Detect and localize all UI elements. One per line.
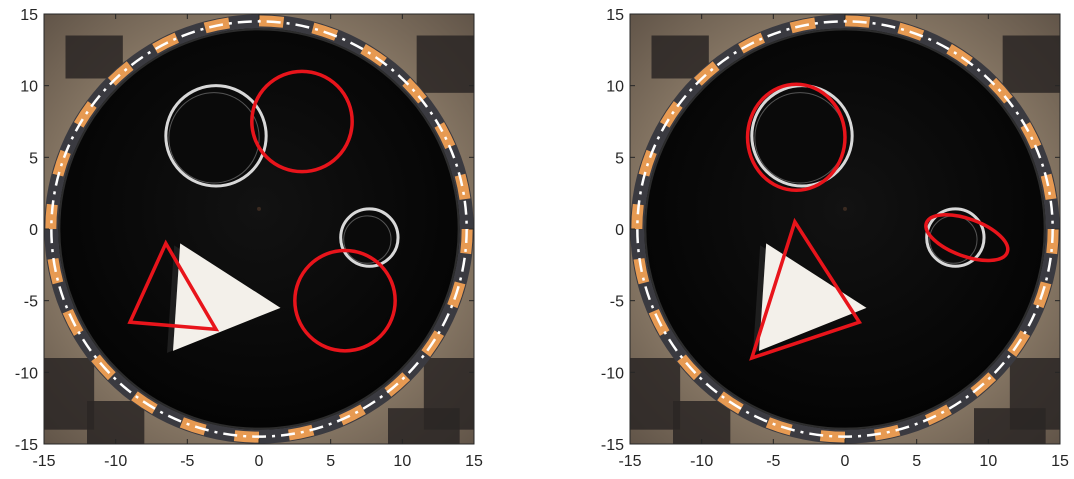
equipment-block: [44, 358, 95, 430]
large-well: [164, 84, 268, 188]
arena-floor: [58, 28, 460, 430]
rim-tile: [454, 173, 471, 200]
rim-tile: [45, 203, 58, 229]
y-tick-label: 15: [606, 7, 624, 24]
x-tick-label: -5: [180, 453, 194, 470]
y-tick-label: 0: [615, 222, 624, 239]
x-tick-label: 15: [465, 453, 483, 470]
arena-floor: [644, 28, 1046, 430]
rim-tile: [765, 417, 793, 436]
y-tick-label: -5: [610, 294, 624, 311]
x-tick-label: 10: [979, 453, 997, 470]
x-tick-label: 0: [255, 453, 264, 470]
rim-tile: [179, 417, 207, 436]
rim-tile: [233, 430, 259, 443]
arena-edge: [58, 28, 460, 430]
x-tick-label: 5: [912, 453, 921, 470]
x-tick-label: 0: [841, 453, 850, 470]
x-tick-label: -10: [104, 453, 127, 470]
y-tick-label: 10: [20, 79, 38, 96]
small-well-inner: [343, 215, 392, 264]
x-tick-label: -15: [32, 453, 55, 470]
equipment-block: [416, 35, 474, 93]
photo-background: [44, 14, 474, 444]
small-well: [925, 207, 986, 268]
equipment-block: [651, 35, 709, 79]
rim-dashed-line: [50, 20, 468, 438]
y-tick-label: 5: [29, 150, 38, 167]
rim-tile: [339, 404, 366, 426]
x-tick-label: -5: [766, 453, 780, 470]
arena-edge: [644, 28, 1046, 430]
overlay-ellipse: [745, 82, 847, 193]
rim-tile: [819, 430, 845, 443]
overlay-ellipse: [924, 212, 1010, 263]
y-tick-label: -10: [601, 365, 624, 382]
rim-tile: [52, 149, 71, 177]
large-well: [750, 84, 854, 188]
y-tick-label: 10: [606, 79, 624, 96]
overlay-triangle: [749, 217, 863, 361]
y-tick-label: 0: [29, 222, 38, 239]
x-tick-label: -10: [690, 453, 713, 470]
photo-background: [630, 14, 1060, 444]
equipment-block: [673, 401, 731, 444]
center-dot: [257, 206, 261, 211]
rim-tile: [925, 404, 952, 426]
equipment-block: [388, 408, 460, 444]
white-triangle-object: [173, 243, 281, 351]
x-tick-label: -15: [618, 453, 641, 470]
overlay-circle: [293, 248, 397, 353]
rim-tile: [659, 101, 683, 128]
x-tick-label: 5: [326, 453, 335, 470]
y-tick-label: 5: [615, 150, 624, 167]
white-triangle-object: [759, 243, 867, 351]
overlay-triangle: [127, 239, 220, 332]
x-tick-label: 15: [1051, 453, 1069, 470]
rim-tile: [1040, 173, 1057, 200]
y-tick-label: -15: [15, 437, 38, 454]
center-dot: [843, 206, 847, 211]
equipment-block: [630, 358, 681, 430]
equipment-block: [1002, 35, 1060, 93]
equipment-block: [974, 408, 1046, 444]
rim-dashed-line: [636, 20, 1054, 438]
equipment-block: [65, 35, 123, 79]
rim-tile: [631, 203, 644, 229]
overlay-circle: [250, 69, 354, 174]
equipment-block: [87, 401, 145, 444]
rim-tile: [73, 101, 97, 128]
large-well-inner: [168, 92, 260, 184]
rim-tile: [638, 149, 657, 177]
right-panel: -15 -10 -5 0 5 10 15 15 10 5 0 -5 -10 -15: [601, 7, 1069, 470]
y-tick-label: -5: [24, 294, 38, 311]
x-tick-label: 10: [393, 453, 411, 470]
y-tick-label: -15: [601, 437, 624, 454]
left-panel: -15 -10 -5 0 5 10 15 15 10 5 0 -5 -10 -15: [15, 7, 483, 470]
y-tick-label: 15: [20, 7, 38, 24]
y-tick-label: -10: [15, 365, 38, 382]
